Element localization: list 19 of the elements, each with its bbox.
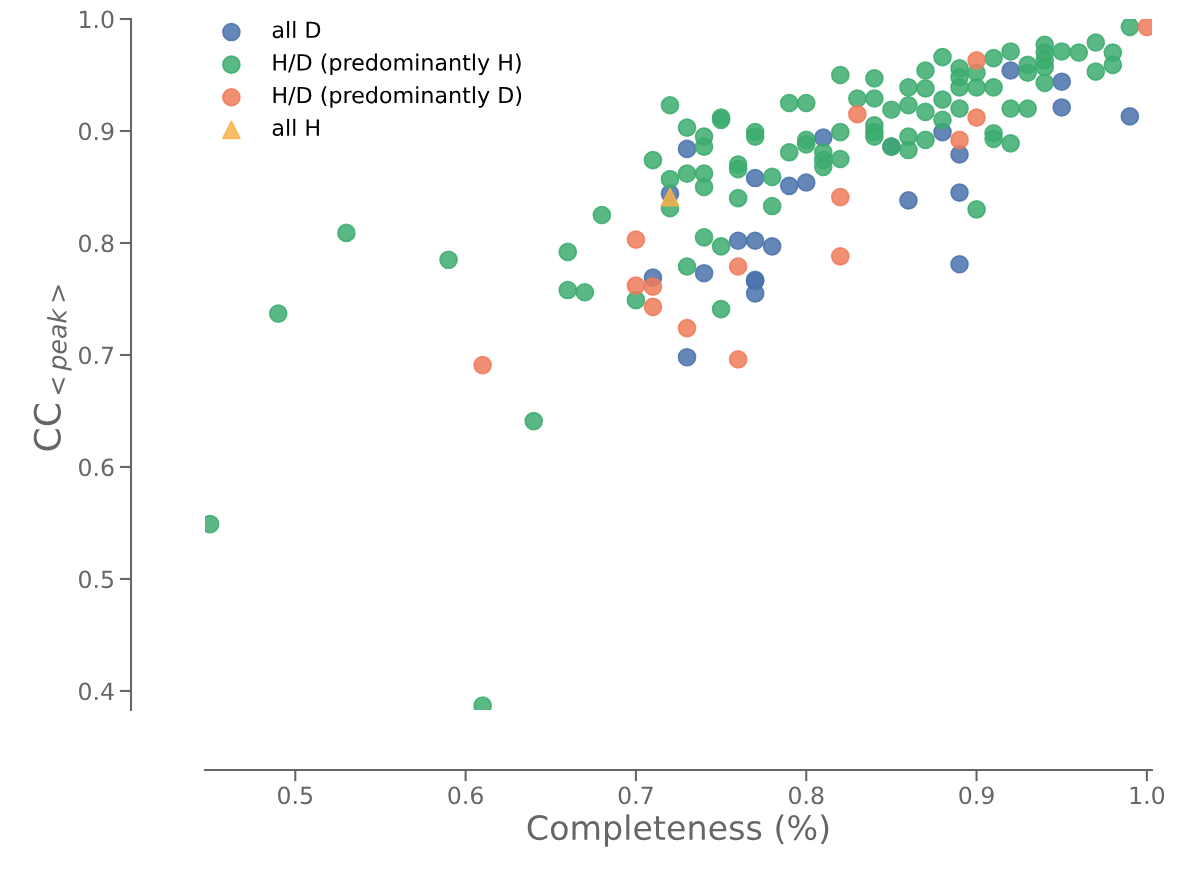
y-tick-label: 0.5 — [79, 570, 113, 589]
legend-label: H/D (predominantly H) — [273, 53, 521, 76]
legend-label: all D — [272, 20, 321, 39]
y-tick-label: 0.8 — [79, 234, 114, 253]
y-tick-label: 0.7 — [79, 346, 114, 365]
y-tick-label: 1.0 — [80, 10, 114, 29]
y-tick-label: 0.6 — [79, 458, 114, 477]
x-tick-label: 0.7 — [618, 786, 653, 805]
x-tick-label: 1.0 — [1130, 786, 1165, 805]
x-tick-label: 0.6 — [448, 786, 483, 805]
x-tick-label: 0.8 — [789, 786, 824, 805]
x-tick-label: 0.9 — [959, 786, 994, 805]
y-axis-title: CC$_{<peak>}$ — [33, 285, 72, 451]
legend-label: all H — [272, 118, 319, 137]
x-tick-label: 0.5 — [278, 786, 312, 805]
y-tick-label: 0.9 — [79, 122, 114, 141]
x-axis-title: Completeness (%) — [527, 814, 829, 847]
legend-label: H/D (predominantly D) — [273, 86, 522, 108]
y-tick-label: 0.4 — [79, 682, 114, 701]
